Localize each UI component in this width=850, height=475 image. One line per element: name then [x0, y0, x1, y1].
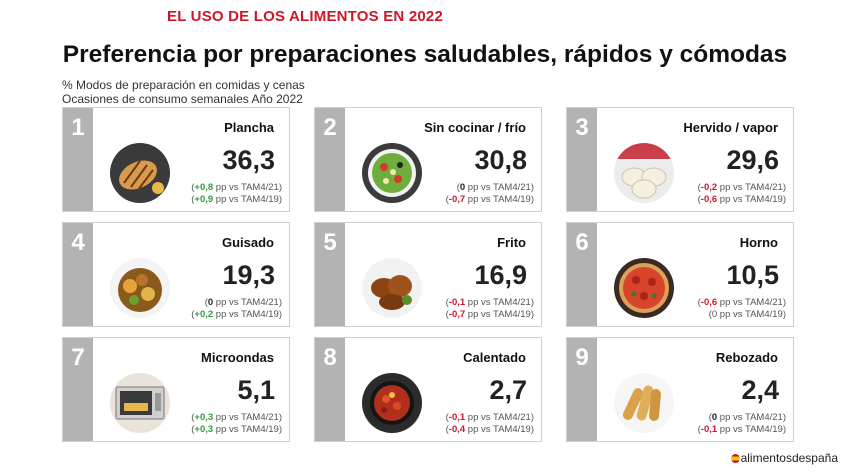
card-microondas: 7 Microondas 5,1 (+0,3 pp vs TAM4/21) (+… — [62, 337, 290, 442]
rank-number: 5 — [315, 223, 345, 326]
card-value: 30,8 — [474, 145, 527, 175]
change-vs-tam4-19: (+0,2 pp vs TAM4/19) — [191, 309, 282, 320]
card-hervido: 3 Hervido / vapor 29,6 (-0,2 pp vs TAM4/… — [566, 107, 794, 212]
card-calentado: 8 Calentado 2,7 (-0,1 pp vs TAM4/21) (-0… — [314, 337, 542, 442]
change-vs-tam4-21: (-0,1 pp vs TAM4/21) — [445, 297, 534, 308]
card-label: Calentado — [463, 350, 526, 365]
logo-text: alimentosdespaña — [740, 451, 838, 465]
grilled-chicken-icon — [110, 143, 170, 203]
rank-number: 4 — [63, 223, 93, 326]
card-value: 2,4 — [741, 375, 779, 405]
microwave-icon — [110, 373, 170, 433]
card-sin-cocinar: 2 Sin cocinar / frío 30,8 (0 pp vs TAM4/… — [314, 107, 542, 212]
subtitle-line-1: % Modos de preparación en comidas y cena… — [62, 78, 305, 92]
change-vs-tam4-19: (+0,3 pp vs TAM4/19) — [191, 424, 282, 435]
subtitle-line-2: Ocasiones de consumo semanales Año 2022 — [62, 92, 303, 106]
change-vs-tam4-21: (0 pp vs TAM4/21) — [456, 182, 534, 193]
card-label: Rebozado — [715, 350, 778, 365]
rank-number: 6 — [567, 223, 597, 326]
rank-number: 9 — [567, 338, 597, 441]
card-value: 5,1 — [237, 375, 275, 405]
card-frito: 5 Frito 16,9 (-0,1 pp vs TAM4/21) (-0,7 … — [314, 222, 542, 327]
salad-bowl-icon — [362, 143, 422, 203]
card-label: Frito — [497, 235, 526, 250]
change-vs-tam4-21: (0 pp vs TAM4/21) — [204, 297, 282, 308]
stew-icon — [110, 258, 170, 318]
pan-icon — [362, 373, 422, 433]
spain-flag-icon — [730, 454, 740, 463]
rank-number: 7 — [63, 338, 93, 441]
rank-number: 2 — [315, 108, 345, 211]
card-label: Hervido / vapor — [683, 120, 778, 135]
card-label: Plancha — [224, 120, 274, 135]
rank-number: 3 — [567, 108, 597, 211]
card-value: 29,6 — [726, 145, 779, 175]
change-vs-tam4-19: (-0,4 pp vs TAM4/19) — [445, 424, 534, 435]
card-value: 2,7 — [489, 375, 527, 405]
change-vs-tam4-19: (-0,7 pp vs TAM4/19) — [445, 194, 534, 205]
card-value: 19,3 — [222, 260, 275, 290]
change-vs-tam4-19: (+0,9 pp vs TAM4/19) — [191, 194, 282, 205]
rank-number: 1 — [63, 108, 93, 211]
brand-logo: alimentosdespaña — [730, 451, 838, 465]
card-value: 10,5 — [726, 260, 779, 290]
rank-number: 8 — [315, 338, 345, 441]
card-horno: 6 Horno 10,5 (-0,6 pp vs TAM4/21) (0 pp … — [566, 222, 794, 327]
change-vs-tam4-19: (-0,7 pp vs TAM4/19) — [445, 309, 534, 320]
change-vs-tam4-21: (-0,2 pp vs TAM4/21) — [697, 182, 786, 193]
card-value: 36,3 — [222, 145, 275, 175]
change-vs-tam4-21: (+0,8 pp vs TAM4/21) — [191, 182, 282, 193]
change-vs-tam4-19: (-0,1 pp vs TAM4/19) — [697, 424, 786, 435]
card-label: Microondas — [201, 350, 274, 365]
card-label: Sin cocinar / frío — [424, 120, 526, 135]
change-vs-tam4-21: (-0,1 pp vs TAM4/21) — [445, 412, 534, 423]
pizza-icon — [614, 258, 674, 318]
card-label: Horno — [739, 235, 778, 250]
fried-chicken-icon — [362, 258, 422, 318]
card-plancha: 1 Plancha 36,3 (+0,8 pp vs TAM4/21) (+0,… — [62, 107, 290, 212]
card-label: Guisado — [221, 235, 274, 250]
change-vs-tam4-19: (0 pp vs TAM4/19) — [708, 309, 786, 320]
card-rebozado: 9 Rebozado 2,4 (0 pp vs TAM4/21) (-0,1 p… — [566, 337, 794, 442]
card-value: 16,9 — [474, 260, 527, 290]
change-vs-tam4-21: (-0,6 pp vs TAM4/21) — [697, 297, 786, 308]
change-vs-tam4-19: (-0,6 pp vs TAM4/19) — [697, 194, 786, 205]
card-guisado: 4 Guisado 19,3 (0 pp vs TAM4/21) (+0,2 p… — [62, 222, 290, 327]
change-vs-tam4-21: (+0,3 pp vs TAM4/21) — [191, 412, 282, 423]
page-title: Preferencia por preparaciones saludables… — [62, 41, 788, 68]
dumplings-icon — [614, 143, 674, 203]
spring-rolls-icon — [614, 373, 674, 433]
kicker-title: EL USO DE LOS ALIMENTOS EN 2022 — [167, 8, 443, 25]
change-vs-tam4-21: (0 pp vs TAM4/21) — [708, 412, 786, 423]
